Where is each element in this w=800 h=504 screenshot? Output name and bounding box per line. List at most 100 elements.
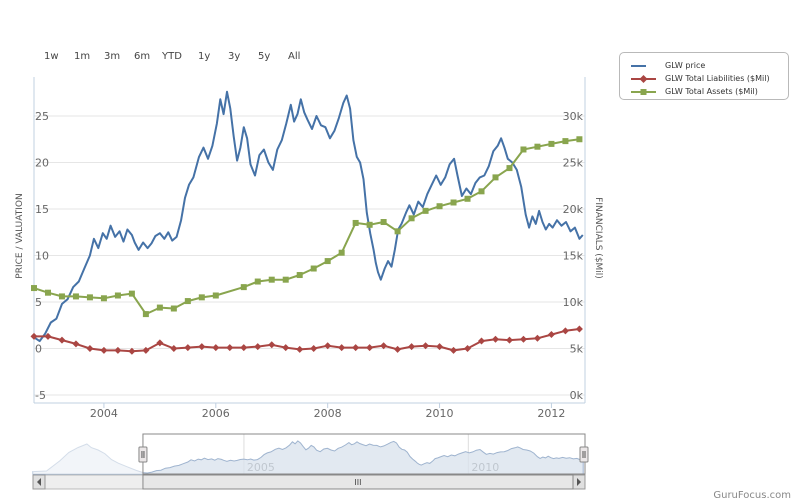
data-point [296, 345, 304, 353]
data-point [464, 195, 471, 202]
data-point [72, 340, 80, 348]
data-point [114, 292, 121, 299]
data-point [408, 343, 416, 351]
range-button-3m[interactable]: 3m [104, 51, 121, 62]
navigator-left-handle[interactable] [138, 446, 148, 463]
gridlines [34, 115, 585, 396]
data-point [296, 272, 303, 279]
data-point [184, 344, 192, 352]
data-point [380, 219, 387, 226]
y-right-tick-label: 30k [563, 110, 584, 123]
data-point [58, 336, 66, 344]
data-point [44, 289, 51, 296]
data-point [114, 346, 122, 354]
square-marker-icon [631, 89, 656, 95]
data-point [128, 347, 136, 355]
data-point [547, 331, 555, 339]
y-left-tick-label: 0 [35, 343, 42, 356]
data-point [156, 304, 163, 311]
data-point [240, 344, 248, 352]
data-point [100, 346, 108, 354]
data-point [324, 258, 331, 265]
data-point [380, 342, 388, 350]
data-point [268, 276, 275, 283]
range-button-all[interactable]: All [288, 51, 301, 62]
data-point [505, 336, 513, 344]
data-point [492, 174, 499, 181]
range-button-1y[interactable]: 1y [198, 51, 211, 62]
navigator-outside-mask [33, 434, 143, 474]
diamond-marker-icon [631, 75, 656, 83]
legend-item-total-assets[interactable]: GLW Total Assets ($Mil) [628, 85, 788, 99]
series-glw-total-liabilities-mil [30, 325, 583, 355]
data-point [100, 295, 107, 302]
series-layer [30, 90, 584, 355]
y-left-tick-label: 25 [35, 110, 49, 123]
data-point [86, 345, 94, 352]
range-button-1w[interactable]: 1w [44, 51, 59, 62]
plot-frame [33, 77, 586, 404]
data-point [268, 341, 276, 349]
y-left-tick-label: 5 [35, 296, 42, 309]
data-point [478, 337, 486, 345]
y-right-axis-title: FINANCIALS ($Mil) [593, 197, 603, 279]
data-point [408, 215, 415, 222]
navigator[interactable]: 20052010III [32, 433, 589, 490]
data-point [198, 343, 206, 351]
navigator-series-area [32, 440, 584, 475]
data-point [520, 146, 527, 153]
data-point [170, 305, 177, 312]
arrow-right-icon [577, 478, 581, 486]
data-point [142, 346, 150, 354]
series-line [33, 138, 580, 316]
data-point [394, 345, 402, 353]
data-point [422, 207, 429, 214]
data-point [282, 276, 289, 283]
data-point [436, 343, 444, 351]
data-point [464, 345, 472, 352]
data-point [72, 293, 79, 300]
y-left-tick-label: 10 [35, 250, 49, 263]
range-button-1m[interactable]: 1m [74, 51, 91, 62]
y-left-tick-label: 15 [35, 203, 49, 216]
legend-label: GLW Total Assets ($Mil) [665, 87, 758, 96]
legend-item-glw-price[interactable]: GLW price [628, 59, 788, 73]
line-marker-icon [631, 65, 646, 67]
data-point [282, 344, 290, 352]
scrollbar-thumb [142, 474, 574, 490]
data-point [450, 199, 457, 206]
series-line [34, 328, 580, 353]
series-line [33, 90, 584, 343]
data-point [533, 334, 541, 342]
arrow-left-icon [37, 478, 41, 486]
series-glw-price [33, 90, 584, 343]
y-right-tick-label: 15k [563, 250, 584, 263]
data-point [561, 327, 569, 335]
y-right-tick-label: 5k [570, 343, 584, 356]
x-tick-label: 2010 [426, 407, 454, 420]
scrollbar-grip: III [354, 478, 361, 487]
data-point [198, 294, 205, 301]
data-point [128, 290, 135, 297]
y-right-tick-label: 0k [570, 389, 584, 402]
data-point [562, 138, 569, 145]
handle-body [579, 446, 589, 463]
navigator-scrollbar[interactable]: III [32, 474, 586, 490]
range-button-6m[interactable]: 6m [134, 51, 151, 62]
legend-item-total-liabilities[interactable]: GLW Total Liabilities ($Mil) [628, 72, 788, 86]
data-point [436, 203, 443, 210]
data-point [212, 292, 219, 299]
data-point [86, 294, 93, 301]
navigator-right-handle[interactable] [579, 446, 589, 463]
x-tick-label: 2006 [202, 407, 230, 420]
data-point [548, 140, 555, 147]
handle-body [138, 446, 148, 463]
range-button-5y[interactable]: 5y [258, 51, 271, 62]
data-point [575, 325, 583, 333]
data-point [352, 344, 360, 352]
data-point [534, 143, 541, 150]
range-button-ytd[interactable]: YTD [162, 51, 182, 62]
range-button-3y[interactable]: 3y [228, 51, 241, 62]
data-point [366, 344, 374, 352]
